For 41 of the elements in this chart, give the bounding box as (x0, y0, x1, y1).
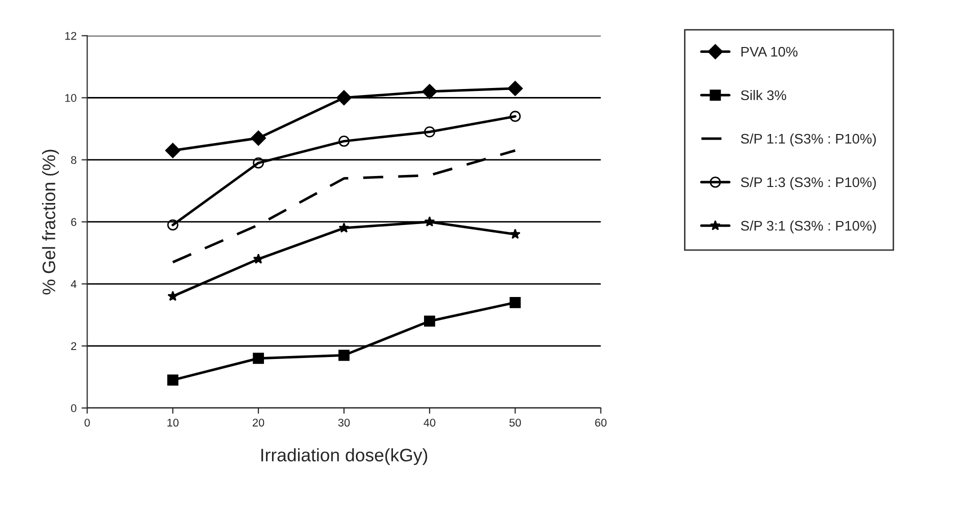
point (338, 350, 350, 361)
point (338, 136, 350, 147)
x-tick-label: 20 (252, 418, 264, 427)
y-tick-label: 8 (71, 156, 76, 164)
point (510, 228, 521, 239)
point (508, 80, 523, 96)
y-tick-label: 6 (71, 218, 76, 226)
legend-label: S/P 1:3 (S3% : P10%) (740, 176, 876, 190)
x-tick-label: 60 (595, 418, 607, 427)
point (424, 316, 436, 327)
x-tick-label: 30 (338, 418, 350, 427)
x-tick-label: 50 (509, 418, 521, 427)
point (424, 126, 436, 138)
point (252, 157, 264, 168)
point (422, 84, 438, 100)
point (165, 142, 180, 158)
y-tick-label: 10 (65, 94, 76, 102)
legend-label: Silk 3% (740, 90, 786, 100)
point (252, 352, 264, 364)
y-tick-label: 4 (70, 280, 76, 288)
point (424, 216, 435, 226)
point (167, 374, 178, 386)
y-tick-label: 12 (65, 32, 76, 40)
point (253, 254, 264, 264)
point (250, 130, 266, 146)
point (167, 219, 178, 231)
point (510, 296, 521, 308)
y-tick-label: 2 (71, 342, 76, 350)
legend-label: S/P 1:1 (S3% : P10%) (740, 133, 876, 146)
x-tick-label: 10 (167, 418, 179, 427)
point (510, 110, 521, 122)
x-axis-title: Irradiation dose(kGy) (261, 448, 428, 466)
x-tick-label: 40 (424, 418, 436, 427)
y-tick-label: 0 (71, 404, 76, 412)
legend-label: S/P 3:1 (S3% : P10%) (740, 220, 876, 234)
legend-label: PVA 10% (741, 46, 798, 57)
point (338, 222, 350, 233)
point (167, 290, 178, 301)
x-tick-label: 0 (84, 418, 90, 427)
point (336, 90, 352, 106)
y-axis-title: % Gel fraction (%) (42, 150, 59, 294)
